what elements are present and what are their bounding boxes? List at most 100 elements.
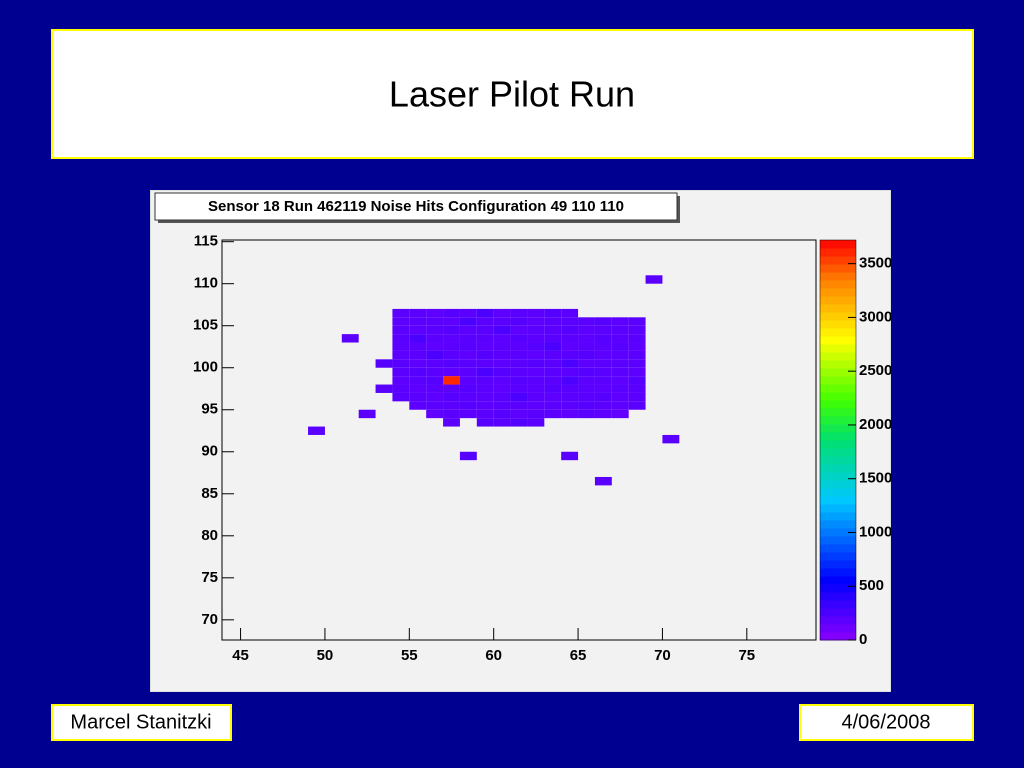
heatmap-cell [544,409,562,419]
heatmap-cell [443,384,460,393]
color-bar-segment [820,384,856,393]
color-bar-segment [820,376,856,385]
color-bar-segment [820,472,856,481]
heatmap-cell [578,376,595,385]
heatmap-cell [594,325,612,335]
color-bar-segment [820,256,856,265]
z-tick-label: 1500 [859,470,892,487]
heatmap-cell [611,359,629,368]
color-bar-segment [820,440,856,449]
heatmap-cell [476,384,494,393]
chart: Sensor 18 Run 462119 Noise Hits Configur… [150,190,892,692]
heatmap-cell [594,359,612,368]
heatmap-cell [561,350,579,360]
heatmap-cell [493,317,511,326]
heatmap-cell [409,359,427,368]
heatmap-cell [341,334,359,343]
z-tick-label: 2500 [859,362,892,379]
heatmap-cell [493,392,511,402]
heatmap-cell [476,325,494,335]
color-bar-segment [820,336,856,345]
heatmap-cell [594,367,612,377]
heatmap-cell [426,409,444,419]
heatmap-cell [476,359,494,368]
heatmap-cell [443,409,460,419]
heatmap-cell [476,342,494,351]
heatmap-cell [594,476,612,486]
heatmap-cell [527,401,545,410]
heatmap-cell [510,342,528,351]
heatmap-cell [544,342,562,351]
color-bar-segment [820,584,856,593]
heatmap-cell [527,325,545,335]
heatmap-cell [527,350,545,360]
heatmap-cell [443,376,460,385]
heatmap-cell [611,317,629,326]
color-bar-segment [820,600,856,609]
heatmap-cell [493,367,511,377]
heatmap-cell [459,359,477,368]
heatmap-cell [628,359,646,368]
heatmap-cell [459,409,477,419]
heatmap-cell [392,342,410,351]
heatmap-cell [426,334,444,343]
heatmap-cell [476,418,494,427]
color-bar-segment [820,560,856,569]
heatmap-cell [611,325,629,335]
heatmap-cell [527,317,545,326]
color-bar-segment [820,360,856,369]
z-tick-label: 3000 [859,308,892,325]
heatmap-cell [561,359,579,368]
heatmap-cell [561,409,579,419]
heatmap-cell [476,367,494,377]
color-bar-segment [820,424,856,433]
z-tick-label: 0 [859,631,867,648]
heatmap-cell [628,376,646,385]
color-bar-segment [820,296,856,305]
color-bar-segment [820,248,856,257]
heatmap-cell [459,342,477,351]
heatmap-cell [527,384,545,393]
heatmap-cell [426,342,444,351]
heatmap-cell [510,350,528,360]
heatmap-cell [527,376,545,385]
heatmap-cell [459,376,477,385]
heatmap-cell [578,317,595,326]
heatmap-cell [561,401,579,410]
heatmap-cell [527,409,545,419]
heatmap-cell [459,401,477,410]
x-tick-label: 70 [654,647,671,664]
heatmap-cell [578,350,595,360]
heatmap-cell [578,367,595,377]
heatmap-cell [510,376,528,385]
heatmap-cell [578,401,595,410]
heatmap-cell [443,317,460,326]
heatmap-cell [426,392,444,402]
y-tick-label: 110 [194,275,218,292]
heatmap-cell [662,434,680,444]
y-tick-label: 95 [201,401,218,418]
heatmap-cell [392,392,410,402]
heatmap-cell [358,409,376,419]
heatmap-cell [493,384,511,393]
color-bar-segment [820,504,856,513]
heatmap-cell [561,334,579,343]
heatmap-cell [594,350,612,360]
heatmap-cell [459,308,477,318]
heatmap-cell [493,308,511,318]
heatmap-cell [544,384,562,393]
heatmap-cell [628,384,646,393]
y-tick-label: 100 [193,359,218,376]
z-tick-label: 3500 [859,255,892,272]
heatmap-cell [527,334,545,343]
z-tick-label: 2000 [859,416,892,433]
color-bar-segment [820,432,856,441]
heatmap-cell [628,342,646,351]
heatmap-cell [443,401,460,410]
color-bar-segment [820,272,856,281]
heatmap-cell [493,334,511,343]
color-bar-segment [820,496,856,505]
color-bar-segment [820,328,856,337]
color-bar-segment [820,352,856,361]
